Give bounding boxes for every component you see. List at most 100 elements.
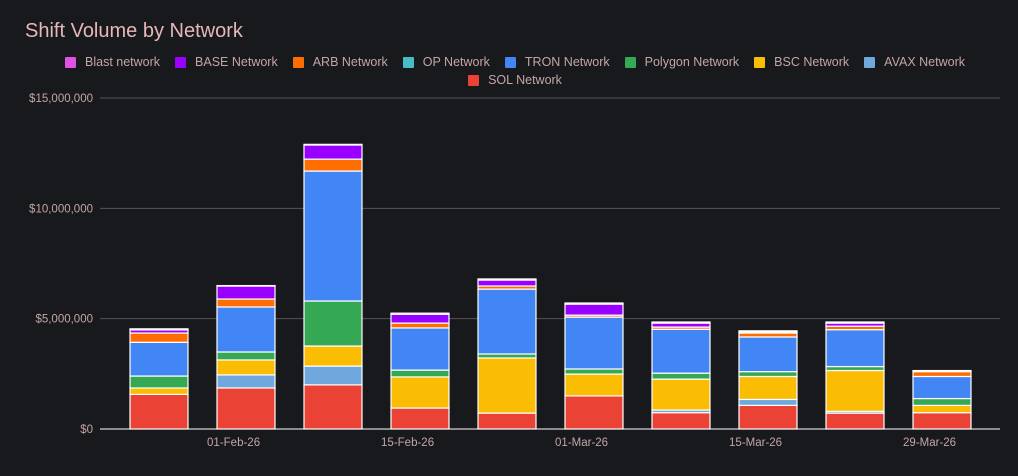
bar-segment <box>825 412 885 430</box>
bar-segment <box>303 345 363 367</box>
bar-segment <box>129 341 189 377</box>
legend-label: BASE Network <box>195 55 278 69</box>
x-tick-label: 15-Feb-26 <box>381 437 434 449</box>
legend-swatch <box>65 56 77 68</box>
legend-item[interactable]: BASE Network <box>175 55 278 69</box>
legend-item[interactable]: Polygon Network <box>624 55 740 69</box>
bar-segment <box>303 384 363 430</box>
bar-segment <box>477 357 537 414</box>
bar-segment <box>216 351 276 361</box>
legend-item[interactable]: ARB Network <box>292 55 388 69</box>
bar-segment <box>825 369 885 412</box>
bar-segment <box>390 322 450 329</box>
bar-segment <box>303 365 363 386</box>
bar-segment <box>564 373 624 397</box>
x-tick-label: 01-Feb-26 <box>207 437 260 449</box>
bar-segment <box>912 412 972 430</box>
bar-segment <box>738 375 798 401</box>
legend: Blast network BASE Network ARB Network OP N… <box>60 55 970 87</box>
bar-segment <box>390 376 450 409</box>
bar-segment <box>651 328 711 374</box>
bar-segment <box>303 170 363 302</box>
bar-segment <box>390 369 450 378</box>
bar-segment <box>564 303 624 316</box>
bar-segment <box>216 374 276 389</box>
bar-segment <box>303 300 363 347</box>
bar-segment <box>477 288 537 355</box>
bar-segment <box>129 393 189 430</box>
bar-segment <box>390 327 450 371</box>
y-tick-label: $10,000,000 <box>29 203 93 215</box>
bar-segment <box>564 368 624 375</box>
bar-segment <box>129 387 189 395</box>
legend-swatch <box>402 56 414 68</box>
bar-segment <box>912 371 972 378</box>
bar-segment <box>651 378 711 411</box>
bar-segment <box>738 371 798 378</box>
legend-item[interactable]: TRON Network <box>504 55 610 69</box>
bar-segment <box>738 336 798 373</box>
bar-segment <box>651 321 711 324</box>
bar-segment <box>477 278 537 281</box>
bar-segment <box>216 284 276 287</box>
bar-segment <box>477 412 537 430</box>
bar-segment <box>216 298 276 308</box>
bar-segment <box>738 398 798 406</box>
legend-swatch <box>754 56 766 68</box>
bar-segment <box>825 321 885 324</box>
bar-segment <box>216 387 276 430</box>
bar-segment <box>303 158 363 172</box>
bar-segment <box>912 369 972 373</box>
bar-segment <box>564 395 624 430</box>
legend-swatch <box>864 56 876 68</box>
x-tick-label: 01-Mar-26 <box>555 437 608 449</box>
legend-label: ARB Network <box>312 55 388 69</box>
legend-item[interactable]: AVAX Network <box>864 55 965 69</box>
bar-segment <box>477 279 537 287</box>
legend-label: AVAX Network <box>884 55 965 69</box>
bar-segment <box>912 404 972 414</box>
bar-segment <box>738 330 798 333</box>
bar-segment <box>738 404 798 430</box>
legend-label: TRON Network <box>524 55 610 69</box>
legend-swatch <box>624 56 636 68</box>
bar-segment <box>303 144 363 160</box>
y-tick-label: $5,000,000 <box>35 314 93 326</box>
bar-segment <box>129 332 189 343</box>
bar-segment <box>216 359 276 376</box>
legend-swatch <box>292 56 304 68</box>
legend-label: BSC Network <box>774 55 850 69</box>
legend-swatch <box>504 56 516 68</box>
bar-segment <box>564 302 624 305</box>
legend-item[interactable]: BSC Network <box>754 55 849 69</box>
bar-segment <box>216 306 276 353</box>
x-tick-label: 29-Mar-26 <box>903 437 956 449</box>
chart-title: Shift Volume by Network <box>25 20 243 42</box>
bar-segment <box>651 372 711 380</box>
bar-segment <box>390 312 450 315</box>
y-tick-label: $0 <box>80 424 93 436</box>
bar-segment <box>912 375 972 400</box>
bar-segment <box>825 329 885 368</box>
legend-swatch <box>468 74 480 86</box>
bar-segment <box>129 328 189 331</box>
bar-segment <box>216 285 276 300</box>
x-tick-label: 15-Mar-26 <box>729 437 782 449</box>
legend-swatch <box>175 56 187 68</box>
legend-item[interactable]: Blast network <box>65 55 160 69</box>
legend-label: Polygon Network <box>644 55 740 69</box>
legend-label: OP Network <box>422 55 490 69</box>
bar-segment <box>390 407 450 430</box>
legend-item[interactable]: SOL Network <box>60 73 970 87</box>
bar-segment <box>390 313 450 324</box>
legend-item[interactable]: OP Network <box>402 55 490 69</box>
bar-segment <box>564 316 624 370</box>
y-tick-label: $15,000,000 <box>29 93 93 105</box>
legend-label: Blast network <box>85 55 161 69</box>
bar-segment <box>129 375 189 389</box>
bar-segment <box>303 143 363 146</box>
bar-segment <box>912 397 972 406</box>
legend-label: SOL Network <box>488 73 562 87</box>
bar-segment <box>651 412 711 430</box>
